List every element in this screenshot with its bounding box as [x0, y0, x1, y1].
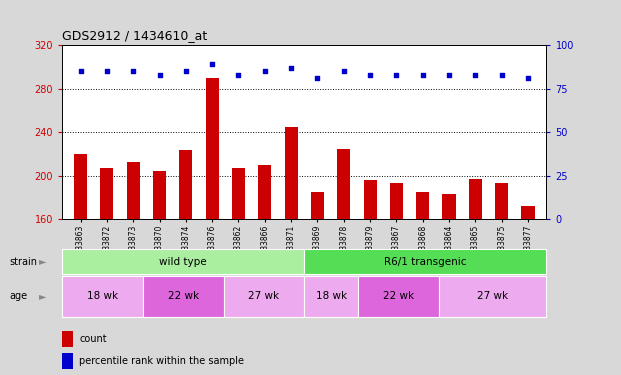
Bar [153, 171, 166, 219]
Bar [304, 249, 546, 274]
Text: count: count [79, 334, 107, 344]
Bar [224, 276, 304, 317]
Text: wild type: wild type [160, 256, 207, 267]
Point [286, 64, 296, 70]
Text: 18 wk: 18 wk [87, 291, 118, 301]
Point [391, 72, 401, 78]
Text: GDS2912 / 1434610_at: GDS2912 / 1434610_at [62, 30, 207, 42]
Bar [100, 168, 114, 219]
Bar [337, 148, 350, 219]
Bar [390, 183, 403, 219]
Point [207, 61, 217, 67]
Point [471, 72, 481, 78]
Bar [62, 353, 73, 369]
Bar [232, 168, 245, 219]
Text: 27 wk: 27 wk [477, 291, 508, 301]
Point [128, 68, 138, 74]
Bar [179, 150, 193, 219]
Text: ►: ► [39, 256, 46, 267]
Text: strain: strain [9, 256, 37, 267]
Bar [469, 179, 482, 219]
Bar [127, 162, 140, 219]
Bar [206, 78, 219, 219]
Bar [284, 127, 297, 219]
Bar [62, 249, 304, 274]
Point [523, 75, 533, 81]
Bar [304, 276, 358, 317]
Bar [416, 192, 429, 219]
Bar [311, 192, 324, 219]
Text: age: age [9, 291, 27, 301]
Point [102, 68, 112, 74]
Bar [143, 276, 224, 317]
Bar [62, 276, 143, 317]
Point [339, 68, 349, 74]
Text: percentile rank within the sample: percentile rank within the sample [79, 356, 244, 366]
Point [418, 72, 428, 78]
Point [233, 72, 243, 78]
Point [444, 72, 454, 78]
Point [365, 72, 375, 78]
Bar [258, 165, 271, 219]
Point [155, 72, 165, 78]
Point [181, 68, 191, 74]
Text: 22 wk: 22 wk [168, 291, 199, 301]
Bar [522, 206, 535, 219]
Bar [358, 276, 439, 317]
Bar [495, 183, 509, 219]
Bar [74, 154, 87, 219]
Bar [62, 331, 73, 346]
Point [76, 68, 86, 74]
Text: 22 wk: 22 wk [383, 291, 414, 301]
Point [260, 68, 270, 74]
Bar [363, 180, 377, 219]
Text: R6/1 transgenic: R6/1 transgenic [384, 256, 466, 267]
Text: 27 wk: 27 wk [248, 291, 279, 301]
Point [497, 72, 507, 78]
Point [312, 75, 322, 81]
Bar [439, 276, 546, 317]
Bar [443, 194, 456, 219]
Text: ►: ► [39, 291, 46, 301]
Text: 18 wk: 18 wk [315, 291, 347, 301]
